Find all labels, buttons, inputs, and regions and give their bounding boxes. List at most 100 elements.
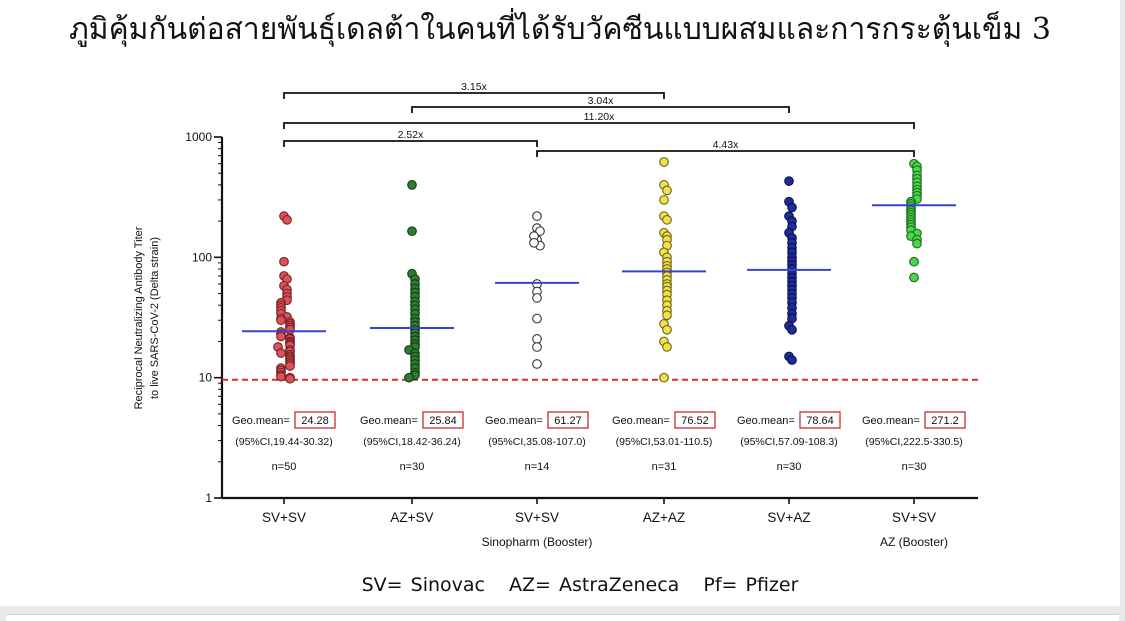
data-point xyxy=(285,373,295,384)
ci-label: (95%CI,53.01-110.5) xyxy=(616,436,713,448)
geomean-value: 61.27 xyxy=(554,415,582,427)
x-category-label: AZ+AZ xyxy=(643,510,685,525)
geomean-box xyxy=(547,411,589,429)
n-label: n=50 xyxy=(272,461,297,473)
data-point xyxy=(282,214,292,225)
geomean-value: 24.28 xyxy=(301,415,329,427)
abbreviation-legend: SV= Sinovac AZ= AstraZeneca Pf= Pfizer xyxy=(0,574,1125,596)
y-tick-label: 1 xyxy=(205,491,212,505)
data-point xyxy=(532,211,542,221)
page-bottom-edge xyxy=(0,606,1125,621)
comparison-brackets: 3.15x 3.04x 11.20x 2.52x 4.43x xyxy=(283,81,915,157)
y-tick-label: 100 xyxy=(192,250,212,264)
comparison-bracket xyxy=(283,140,538,147)
data-point xyxy=(787,355,797,365)
data-point xyxy=(407,226,417,237)
geomean-label: Geo.mean= xyxy=(862,415,920,427)
comparison-bracket xyxy=(283,92,665,99)
geomean-value: 25.84 xyxy=(429,415,457,427)
data-point xyxy=(404,372,414,383)
fold-change-label: 2.52x xyxy=(398,129,424,141)
data-point xyxy=(285,324,295,335)
data-point xyxy=(662,310,672,321)
data-point xyxy=(909,256,919,267)
data-point xyxy=(532,293,542,303)
geomean-label: Geo.mean= xyxy=(737,415,795,427)
n-label: n=30 xyxy=(777,461,802,473)
n-label: n=14 xyxy=(525,461,550,473)
data-point xyxy=(787,324,797,335)
data-point xyxy=(662,324,672,335)
data-point xyxy=(532,334,542,344)
data-point xyxy=(659,372,669,383)
data-point xyxy=(532,313,542,324)
x-category-label: SV+SV xyxy=(892,510,936,525)
data-point xyxy=(529,237,539,248)
geomean-value: 271.2 xyxy=(931,415,959,427)
data-point xyxy=(279,256,289,267)
x-category-label: SV+SV xyxy=(262,510,306,525)
geomean-box xyxy=(924,411,966,429)
geomean-value: 76.52 xyxy=(681,415,709,427)
data-point xyxy=(276,348,286,358)
n-label: n=31 xyxy=(652,461,677,473)
slide: ภูมิคุ้มกันต่อสายพันธุ์เดลต้าในคนที่ได้ร… xyxy=(0,0,1120,606)
n-label: n=30 xyxy=(400,461,425,473)
data-point xyxy=(532,359,542,369)
group-stats: Geo.mean= 24.28 (95%CI,19.44-30.32) n=50 Geo… xyxy=(232,411,966,473)
geomean-box xyxy=(799,411,841,429)
data-point xyxy=(787,202,797,213)
geomean-value: 78.64 xyxy=(806,415,834,427)
data-point xyxy=(659,157,669,167)
data-point xyxy=(276,371,286,382)
geomean-box xyxy=(294,411,336,429)
x-axis-labels: SV+SV AZ+SV SV+SV Sinopharm (Booster) AZ+AZ S… xyxy=(262,510,948,549)
data-point xyxy=(276,331,286,342)
ci-label: (95%CI,57.09-108.3) xyxy=(740,436,837,448)
geomean-label: Geo.mean= xyxy=(612,415,670,427)
geomean-box xyxy=(422,411,464,429)
page-title: ภูมิคุ้มกันต่อสายพันธุ์เดลต้าในคนที่ได้ร… xyxy=(69,12,1051,47)
antibody-titer-chart: 3.15x 3.04x 11.20x 2.52x 4.43x 1 10 100 1000 Rec… xyxy=(133,81,978,549)
ci-label: (95%CI,19.44-30.32) xyxy=(235,436,332,448)
data-point xyxy=(662,185,672,196)
n-label: n=30 xyxy=(902,461,927,473)
chart-axes: 1 10 100 1000 Reciprocal Neutralizing Antibo… xyxy=(133,130,978,505)
geomean-lines xyxy=(242,204,956,333)
comparison-bracket xyxy=(536,150,915,157)
data-point xyxy=(285,361,295,371)
x-category-label: SV+AZ xyxy=(767,510,810,525)
geomean-label: Geo.mean= xyxy=(485,415,543,427)
data-point xyxy=(784,176,794,186)
x-sublabel: Sinopharm (Booster) xyxy=(482,535,593,549)
fold-change-label: 3.04x xyxy=(588,95,614,107)
data-point xyxy=(532,342,542,352)
comparison-bracket xyxy=(411,106,790,113)
data-point xyxy=(662,342,672,352)
legend-az: AZ= AstraZeneca xyxy=(509,574,680,596)
data-point xyxy=(659,195,669,205)
x-category-label: AZ+SV xyxy=(390,510,433,525)
data-points xyxy=(273,157,922,384)
legend-sv: SV= Sinovac xyxy=(361,574,485,596)
ci-label: (95%CI,222.5-330.5) xyxy=(865,436,962,448)
y-axis-label-line2: to live SARS-CoV-2 (Delta strain) xyxy=(149,237,161,399)
data-point xyxy=(662,214,672,225)
x-category-label: SV+SV xyxy=(515,510,559,525)
comparison-bracket xyxy=(283,122,915,129)
x-sublabel: AZ (Booster) xyxy=(880,535,948,549)
legend-pf: Pf= Pfizer xyxy=(703,574,799,596)
data-point xyxy=(276,315,286,326)
ci-label: (95%CI,18.42-36.24) xyxy=(363,436,460,448)
data-point xyxy=(912,238,922,249)
ci-label: (95%CI,35.08-107.0) xyxy=(488,436,585,448)
data-point xyxy=(407,180,417,190)
geomean-box xyxy=(674,411,716,429)
fold-change-label: 3.15x xyxy=(461,81,487,93)
y-axis-label-line1: Reciprocal Neutralizing Antibody Titer xyxy=(133,226,145,409)
fold-change-label: 4.43x xyxy=(713,139,739,151)
fold-change-label: 11.20x xyxy=(584,111,615,123)
y-tick-label: 10 xyxy=(199,371,213,385)
data-point xyxy=(909,272,919,283)
geomean-label: Geo.mean= xyxy=(232,415,290,427)
